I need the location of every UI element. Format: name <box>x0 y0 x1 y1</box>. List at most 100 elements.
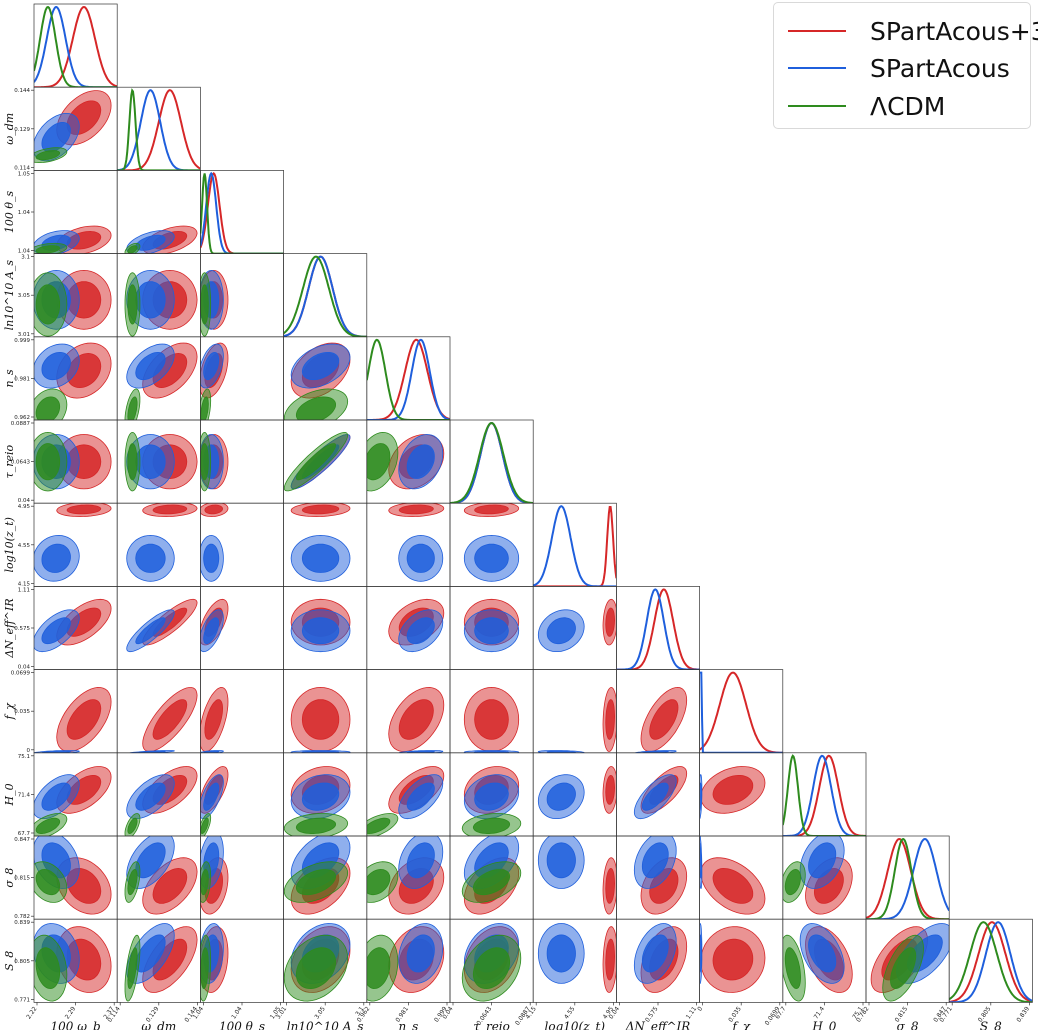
panel-frame-8-8 <box>699 669 784 754</box>
contour-68-spartacous-4-1 <box>135 351 166 381</box>
panel-10-8 <box>699 836 766 915</box>
contour-68--cdm-10-3 <box>295 869 337 896</box>
panel-9-2 <box>200 766 229 836</box>
contour-68--cdm-4-0 <box>35 396 61 420</box>
legend-label-0: SPartAcous+3 <box>870 16 1038 46</box>
contour-68-spartacous-9-6 <box>546 782 576 811</box>
contour-68-spartacous-9-2 <box>203 782 220 811</box>
panel-6-0 <box>34 503 112 582</box>
contour-68-spartacous-1-0 <box>41 122 71 153</box>
panel-11-4 <box>366 923 445 1002</box>
panel-11-2 <box>200 923 229 1002</box>
x-axis-label-6: log10(z_t) <box>545 1019 606 1030</box>
contour-68-spartacous-3-8-3 <box>301 699 340 740</box>
contour-68-spartacous-9-4 <box>406 782 435 811</box>
panel-1-0 <box>34 90 112 163</box>
contour-68--cdm-10-5 <box>472 869 511 896</box>
contour-68--cdm-9-0 <box>35 817 61 834</box>
contour-68-spartacous-6-1 <box>135 543 166 573</box>
y-tick-label-4-1: 0.981 <box>14 376 30 382</box>
marginal-curve-spartacous-4 <box>366 338 450 420</box>
panel-4-4 <box>366 338 450 420</box>
contour-68-spartacous-7-3 <box>301 617 340 645</box>
x-tick-label-9-1: 71.4 <box>813 1005 827 1020</box>
contour-68-spartacous-3-8-5 <box>474 699 509 740</box>
y-tick-label-2-2: 1.05 <box>18 171 31 177</box>
contour-68-spartacous-3-6-2 <box>204 504 224 515</box>
contour-68-spartacous-6-3 <box>301 543 340 573</box>
contour-68-spartacous-11-7 <box>641 934 669 973</box>
panel-11-9 <box>782 923 853 1002</box>
contour-68--cdm-11-0 <box>35 947 61 990</box>
contour-68--cdm-5-4 <box>366 443 391 481</box>
panel-8-5 <box>463 686 520 753</box>
contour-68-spartacous-3-10-6 <box>605 867 616 904</box>
contour-68-spartacous-11-4 <box>406 934 435 973</box>
y-tick-label-5-0: 0.04 <box>18 498 31 504</box>
panel-1-1 <box>117 88 201 171</box>
panel-10-3 <box>283 836 351 915</box>
x-axis-label-4: n_s <box>398 1019 418 1030</box>
y-axis-label-9: H_0 <box>3 783 16 806</box>
contour-68--cdm-9-3 <box>295 817 337 834</box>
contour-68-spartacous-3-6-1 <box>152 504 188 515</box>
panel-6-4 <box>388 503 445 582</box>
x-axis-label-2: 100 θ_s <box>219 1019 265 1030</box>
legend-swatch-2 <box>788 105 846 107</box>
y-tick-label-9-2: 75.1 <box>18 754 30 760</box>
y-tick-label-9-0: 67.7 <box>18 831 31 837</box>
y-tick-label-5-2: 0.0887 <box>11 421 31 427</box>
contour-68-spartacous-3-7-6 <box>605 607 616 637</box>
panel-5-5 <box>450 421 534 504</box>
x-axis-label-10: σ_8 <box>897 1019 919 1030</box>
contour-68-spartacous-10-9 <box>808 842 837 879</box>
x-tick-label-6-1: 4.55 <box>563 1005 577 1020</box>
legend-entry-2: ΛCDM <box>788 91 945 121</box>
marginal-curve-spartacous-3-11 <box>949 921 1033 1003</box>
y-axis-label-3: ln10^10 A_s <box>3 260 16 331</box>
legend-label-2: ΛCDM <box>870 91 946 121</box>
panel-8-6 <box>537 686 617 753</box>
contour-68--cdm-3-2 <box>200 284 209 325</box>
contour-68-spartacous-8-3 <box>301 750 340 753</box>
contour-68-spartacous-4-0 <box>41 351 71 381</box>
panel-8-7 <box>634 686 688 753</box>
y-tick-label-8-1: 0.035 <box>14 709 30 715</box>
panel-7-7 <box>616 588 700 670</box>
contour-68--cdm-9-1 <box>127 817 138 835</box>
x-tick-label-11-2: 0.839 <box>1015 1005 1031 1023</box>
y-tick-label-9-1: 71.4 <box>18 792 31 798</box>
x-tick-label-3-1: 3.05 <box>313 1005 327 1020</box>
panel-9-0 <box>34 766 112 836</box>
y-tick-label-7-1: 0.575 <box>14 626 30 632</box>
panel-10-7 <box>633 836 688 915</box>
contour-68-spartacous-3-8-1 <box>152 699 188 740</box>
panel-11-3 <box>283 923 351 1002</box>
legend-label-1: SPartAcous <box>870 53 1010 83</box>
y-axis-label-11: S_8 <box>3 951 16 971</box>
marginal-curve-spartacous-3-0 <box>34 5 118 88</box>
panel-10-2 <box>200 836 229 915</box>
x-tick-label-8-0: 0 <box>696 1005 704 1012</box>
panel-9-6 <box>537 766 617 819</box>
marginal-curve-spartacous-3-6 <box>533 506 617 587</box>
panel-2-2 <box>200 171 284 254</box>
marginal-curve-spartacous-3-7 <box>616 588 700 670</box>
legend: SPartAcous+3 SPartAcous ΛCDM <box>773 2 1038 129</box>
contour-68--cdm-11-10 <box>890 947 917 990</box>
contour-68-spartacous-8-5 <box>473 750 510 753</box>
panel-2-0 <box>34 225 112 254</box>
panel-2-1 <box>124 225 198 254</box>
y-tick-label-4-0: 0.962 <box>14 415 30 421</box>
contour-68-spartacous-10-4 <box>406 842 435 879</box>
panel-8-1 <box>127 687 198 753</box>
contour-68-spartacous-11-6 <box>546 934 576 973</box>
marginal-curve-spartacous-2 <box>200 171 284 254</box>
y-tick-label-4-2: 0.999 <box>14 338 30 344</box>
y-tick-label-1-2: 0.144 <box>14 88 30 94</box>
contour-68--cdm-9-2 <box>200 817 209 835</box>
panel-3-0 <box>34 269 112 337</box>
y-axis-label-5: τ_reio <box>3 444 16 478</box>
contour-68--cdm-10-0 <box>35 868 61 896</box>
